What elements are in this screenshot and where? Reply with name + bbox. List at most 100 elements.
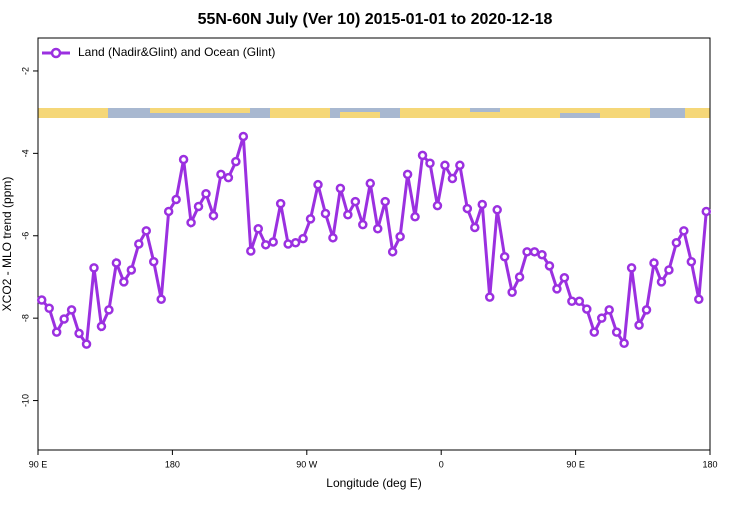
data-point <box>350 196 361 207</box>
data-point <box>66 305 77 315</box>
data-point <box>111 258 122 268</box>
y-axis-label: XCO2 - MLO trend (ppm) <box>0 177 14 312</box>
data-point <box>208 210 219 221</box>
data-point <box>290 238 301 248</box>
x-tick-label: 180 <box>702 459 717 469</box>
data-point <box>522 247 532 257</box>
data-point <box>447 173 458 184</box>
data-point <box>238 131 249 142</box>
data-point <box>81 339 92 349</box>
data-point <box>410 212 420 222</box>
data-point <box>193 201 204 212</box>
data-point <box>507 287 517 297</box>
data-point <box>163 206 174 217</box>
data-point <box>596 313 607 323</box>
data-point <box>455 160 465 171</box>
data-point <box>178 154 189 165</box>
data-point <box>96 321 107 332</box>
data-point <box>201 188 211 199</box>
data-point <box>253 224 264 234</box>
data-point <box>634 320 644 330</box>
data-point <box>268 237 278 247</box>
data-point <box>559 273 570 283</box>
data-point <box>335 183 346 194</box>
data-point <box>604 305 614 315</box>
data-point <box>186 217 196 228</box>
data-point <box>432 200 443 211</box>
data-point <box>499 252 510 262</box>
data-point <box>395 231 405 242</box>
plot-frame <box>37 37 711 451</box>
data-point <box>298 233 308 244</box>
data-point <box>380 196 390 207</box>
data-point <box>171 194 181 205</box>
data-point <box>51 327 62 337</box>
data-point <box>425 158 435 168</box>
data-point <box>119 277 129 287</box>
data-point <box>544 261 555 271</box>
data-point <box>492 205 502 215</box>
data-point <box>679 226 689 236</box>
y-tick-label: -2 <box>20 67 30 75</box>
map-strip <box>38 108 710 118</box>
y-tick-label: -10 <box>20 394 30 407</box>
data-point <box>701 206 712 217</box>
y-tick-label: -6 <box>20 232 30 240</box>
data-point <box>402 169 413 180</box>
data-point <box>537 249 547 260</box>
data-point <box>440 160 450 171</box>
legend-label: Land (Nadir&Glint) and Ocean (Glint) <box>78 45 275 59</box>
data-point <box>231 156 241 167</box>
data-point <box>664 265 674 275</box>
data-point <box>141 226 152 236</box>
data-point <box>417 150 428 161</box>
data-point <box>671 238 682 248</box>
y-tick-label: -4 <box>20 149 30 157</box>
data-point <box>104 305 114 315</box>
chart-title: 55N-60N July (Ver 10) 2015-01-01 to 2020… <box>198 11 553 28</box>
data-point <box>484 292 495 302</box>
data-point <box>365 178 376 189</box>
data-point <box>343 209 353 220</box>
data-point <box>216 169 226 180</box>
data-point <box>126 265 137 275</box>
data-point <box>477 199 488 210</box>
data-point <box>320 208 331 219</box>
data-point <box>246 246 256 256</box>
data-point <box>156 294 166 304</box>
data-point <box>589 327 600 337</box>
data-point <box>260 240 271 250</box>
data-point <box>649 258 659 268</box>
data-point <box>44 303 54 314</box>
data-point <box>387 247 398 257</box>
data-point <box>514 272 525 282</box>
legend-marker <box>50 47 62 59</box>
data-point <box>275 198 286 209</box>
data-point <box>626 263 637 273</box>
x-tick-label: 90 E <box>29 459 48 469</box>
x-tick-label: 0 <box>439 459 444 469</box>
data-point <box>552 284 562 294</box>
data-point <box>283 239 293 249</box>
data-point <box>656 277 667 287</box>
data-point <box>567 296 577 307</box>
data-point <box>529 247 540 257</box>
x-tick-label: 90 E <box>566 459 585 469</box>
data-point <box>694 294 704 304</box>
x-axis-label: Longitude (deg E) <box>326 476 421 490</box>
data-point <box>462 203 473 214</box>
y-tick-label: -8 <box>20 314 30 322</box>
data-point <box>574 296 585 307</box>
data-point <box>59 314 69 324</box>
data-point <box>305 214 316 224</box>
data-point <box>686 256 697 267</box>
data-point <box>134 239 144 249</box>
data-point <box>36 295 47 305</box>
data-point <box>313 179 323 190</box>
data-point <box>358 219 368 230</box>
data-point <box>470 222 480 233</box>
data-point <box>582 304 592 314</box>
x-tick-label: 90 W <box>296 459 318 469</box>
data-point <box>328 233 338 243</box>
